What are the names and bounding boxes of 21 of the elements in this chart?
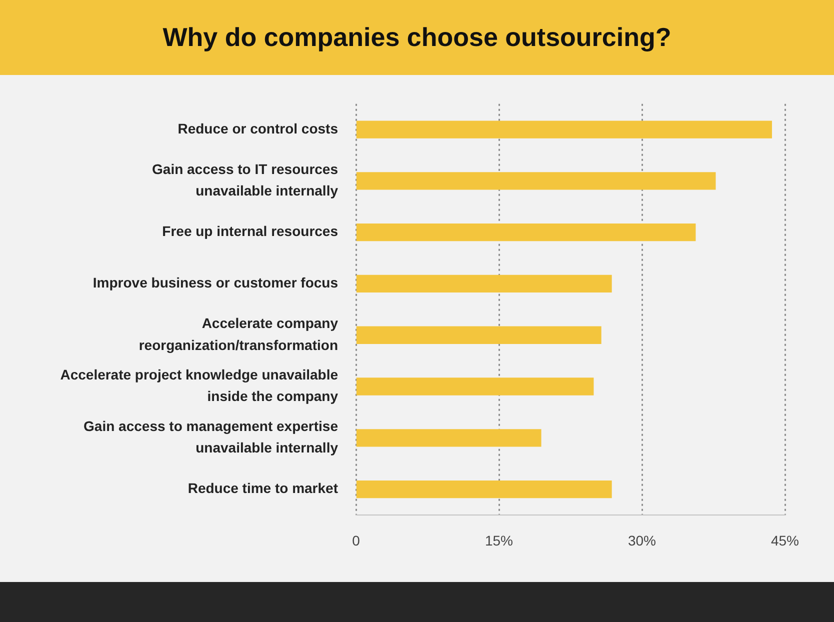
bar — [356, 326, 602, 344]
y-tick-label: Improve business or customer focus — [92, 274, 338, 291]
bar — [356, 224, 696, 242]
chart-title: Why do companies choose outsourcing? — [162, 22, 672, 53]
bar — [356, 274, 612, 293]
x-tick-label: 45% — [770, 532, 800, 548]
y-tick-label: Reduce time to market — [188, 480, 338, 496]
y-tick-label: Free up internal resources — [162, 223, 338, 240]
y-tick-label: Gain access to management expertise unavailable internally — [84, 418, 338, 456]
bar — [356, 480, 612, 498]
x-tick-label: 15% — [484, 532, 514, 548]
x-tick-label: 0 — [352, 532, 360, 548]
bar — [356, 172, 716, 190]
bar — [356, 120, 772, 138]
bar — [356, 429, 542, 447]
y-tick-label: Accelerate company reorganization/transformation — [138, 315, 338, 353]
y-tick-label: Reduce or control costs — [178, 120, 338, 136]
bar — [356, 378, 594, 396]
x-tick-label: 30% — [628, 532, 656, 548]
y-tick-label: Gain access to IT resources unavailable internally — [152, 160, 338, 199]
y-tick-label: Accelerate project knowledge unavailable inside the company — [60, 366, 338, 404]
